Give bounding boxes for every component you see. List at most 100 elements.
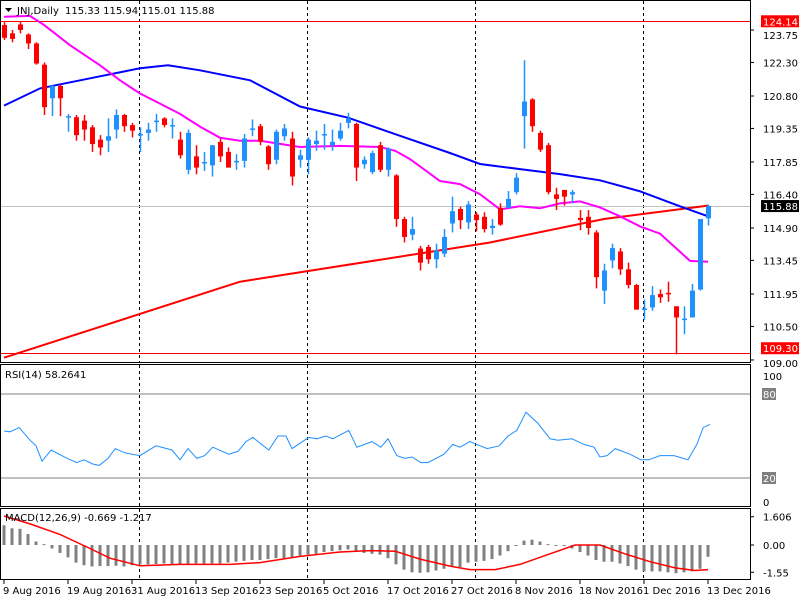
candle[interactable] (18, 21, 23, 34)
candle[interactable] (442, 229, 447, 258)
candle-body (250, 128, 255, 130)
candle[interactable] (74, 115, 79, 141)
candle[interactable] (490, 219, 495, 235)
candle[interactable] (282, 123, 287, 141)
candle[interactable] (42, 62, 47, 116)
candle[interactable] (690, 283, 695, 318)
candle[interactable] (450, 196, 455, 233)
candle[interactable] (482, 212, 487, 233)
candle[interactable] (626, 262, 631, 289)
candle[interactable] (682, 306, 687, 335)
candle[interactable] (498, 203, 503, 226)
candle[interactable] (306, 137, 311, 175)
candle[interactable] (98, 135, 103, 156)
candle[interactable] (330, 129, 335, 151)
candle[interactable] (386, 147, 391, 177)
candle[interactable] (226, 147, 231, 168)
candle[interactable] (610, 243, 615, 269)
candle[interactable] (514, 173, 519, 195)
candle[interactable] (634, 283, 639, 310)
candle[interactable] (658, 289, 663, 303)
candle[interactable] (706, 204, 711, 226)
candle[interactable] (138, 127, 143, 152)
macd-histogram-bar (258, 545, 262, 560)
candle[interactable] (114, 109, 119, 139)
candle[interactable] (186, 129, 191, 175)
candle[interactable] (426, 244, 431, 264)
candle[interactable] (530, 98, 535, 132)
candle[interactable] (26, 33, 31, 50)
candle[interactable] (10, 30, 15, 43)
candle[interactable] (314, 130, 319, 151)
candle[interactable] (106, 118, 111, 152)
candle[interactable] (562, 189, 567, 206)
candle[interactable] (290, 131, 295, 186)
candle[interactable] (578, 210, 583, 231)
candle[interactable] (362, 156, 367, 169)
candle[interactable] (570, 189, 575, 204)
candle[interactable] (466, 201, 471, 230)
candle[interactable] (258, 123, 263, 146)
candle[interactable] (58, 84, 63, 117)
candle[interactable] (266, 145, 271, 170)
candle[interactable] (178, 131, 183, 159)
candle[interactable] (378, 141, 383, 173)
candle[interactable] (618, 248, 623, 275)
dropdown-triangle-icon[interactable] (5, 8, 12, 12)
candle[interactable] (458, 206, 463, 230)
candle[interactable] (538, 130, 543, 152)
candle[interactable] (298, 149, 303, 168)
candle[interactable] (34, 42, 39, 65)
candle[interactable] (170, 118, 175, 139)
candle[interactable] (506, 191, 511, 208)
candle[interactable] (162, 117, 167, 128)
candle[interactable] (2, 22, 7, 41)
candle[interactable] (418, 245, 423, 271)
candle[interactable] (130, 122, 135, 138)
macd-tick-label: 0.00 (763, 541, 785, 552)
candle[interactable] (338, 122, 343, 141)
price-panel[interactable] (1, 1, 750, 362)
candle[interactable] (218, 138, 223, 162)
candle[interactable] (146, 122, 151, 141)
candle[interactable] (522, 60, 527, 149)
candle[interactable] (666, 281, 671, 302)
candle[interactable] (250, 119, 255, 137)
candle[interactable] (434, 243, 439, 269)
candle[interactable] (554, 187, 559, 211)
candle[interactable] (698, 219, 703, 291)
candle[interactable] (394, 174, 399, 227)
candle[interactable] (370, 150, 375, 175)
rsi-panel[interactable] (1, 365, 750, 506)
candle-body (322, 134, 327, 136)
macd-panel[interactable] (2, 509, 710, 579)
candle[interactable] (194, 145, 199, 175)
candle[interactable] (122, 113, 127, 132)
candle[interactable] (674, 306, 679, 355)
candle[interactable] (594, 230, 599, 289)
candle[interactable] (602, 263, 607, 305)
candle[interactable] (354, 122, 359, 181)
candle[interactable] (546, 142, 551, 195)
macd-histogram-bar (682, 545, 686, 573)
candle[interactable] (642, 299, 647, 320)
candle[interactable] (410, 216, 415, 241)
candle[interactable] (322, 123, 327, 150)
candle[interactable] (210, 145, 215, 177)
candle[interactable] (202, 151, 207, 171)
candle[interactable] (474, 212, 479, 232)
candle[interactable] (346, 112, 351, 129)
candle[interactable] (50, 84, 55, 117)
candle[interactable] (234, 154, 239, 170)
candle[interactable] (90, 125, 95, 152)
candle[interactable] (82, 115, 87, 141)
candle[interactable] (586, 210, 591, 235)
candle[interactable] (66, 113, 71, 132)
candle[interactable] (402, 216, 407, 243)
candle[interactable] (274, 129, 279, 165)
candle[interactable] (242, 134, 247, 168)
candle[interactable] (650, 286, 655, 311)
candle[interactable] (154, 113, 159, 132)
macd-histogram-bar (482, 545, 486, 561)
